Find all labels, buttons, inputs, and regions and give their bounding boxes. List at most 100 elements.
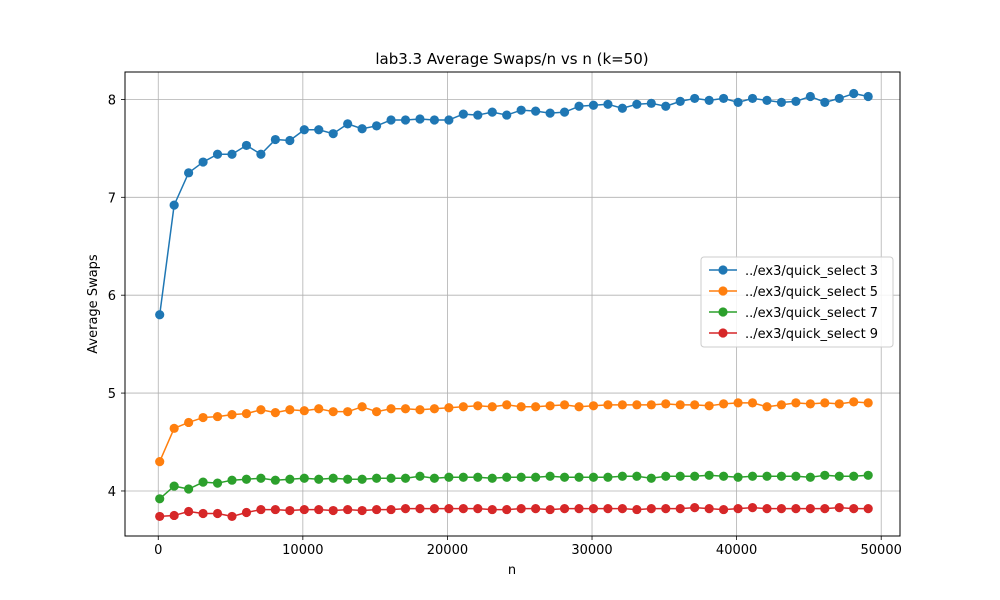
data-point [791, 96, 801, 106]
data-point [849, 397, 859, 407]
data-point [343, 504, 353, 515]
data-point [762, 402, 772, 412]
data-point [444, 403, 454, 413]
data-point [661, 399, 671, 409]
data-point [169, 510, 179, 521]
legend-item: ../ex3/quick_select 9 [709, 327, 878, 342]
data-point [328, 473, 338, 483]
data-point [415, 503, 425, 514]
data-point [227, 410, 237, 420]
data-point [531, 106, 541, 116]
data-point [747, 398, 758, 408]
data-point [270, 475, 280, 485]
data-point [733, 472, 743, 482]
data-point [516, 503, 526, 514]
data-point [270, 408, 280, 418]
data-point [762, 95, 772, 105]
data-point [791, 471, 801, 481]
data-point [487, 402, 497, 412]
data-point [343, 407, 353, 417]
data-point [559, 400, 570, 410]
data-point [198, 508, 208, 519]
x-tick-label: 40000 [716, 543, 757, 558]
data-point [256, 504, 266, 515]
data-point [473, 472, 483, 482]
data-point [444, 472, 454, 482]
data-point [328, 407, 338, 417]
data-point [473, 503, 483, 514]
data-point [212, 478, 223, 488]
data-point [227, 511, 237, 522]
data-point [646, 98, 656, 108]
y-tick-label: 5 [108, 387, 116, 402]
data-point [661, 503, 671, 514]
y-tick-label: 4 [108, 485, 116, 500]
data-point [690, 503, 700, 513]
legend-item: ../ex3/quick_select 3 [709, 264, 878, 279]
data-point [820, 503, 830, 514]
data-point [603, 472, 613, 482]
data-point [747, 503, 758, 513]
legend-marker [718, 286, 728, 296]
data-point [155, 457, 165, 467]
data-point [603, 503, 613, 514]
data-point [588, 472, 599, 482]
data-point [719, 504, 729, 515]
data-point [704, 470, 714, 480]
data-point [285, 474, 295, 484]
data-point [690, 400, 700, 410]
data-point [314, 404, 324, 414]
data-point [661, 471, 671, 481]
data-point [212, 508, 223, 519]
data-point [415, 471, 425, 481]
data-point [762, 503, 772, 514]
data-point [834, 503, 844, 513]
data-point [184, 417, 194, 428]
data-point [386, 504, 396, 515]
data-point [357, 474, 367, 484]
data-point [776, 471, 787, 481]
data-point [502, 504, 512, 515]
y-tick-label: 6 [108, 289, 116, 304]
data-point [386, 404, 396, 414]
data-point [863, 398, 873, 408]
plot-frame [124, 71, 901, 537]
data-point [675, 96, 685, 106]
data-point [574, 503, 584, 514]
data-point [603, 99, 613, 109]
data-point [588, 100, 599, 110]
data-point [155, 494, 165, 504]
chart-title: lab3.3 Average Swaps/n vs n (k=50) [375, 50, 648, 68]
data-point [502, 110, 512, 120]
data-point [545, 401, 555, 411]
data-point [487, 107, 497, 117]
data-point [747, 471, 758, 481]
data-point [357, 402, 367, 412]
data-point [285, 505, 295, 516]
data-point [849, 471, 859, 481]
data-point [704, 95, 714, 105]
data-point [473, 401, 483, 411]
data-point [343, 119, 353, 129]
data-point [473, 110, 483, 120]
data-point [169, 423, 179, 433]
data-point [733, 503, 743, 514]
data-point [285, 405, 295, 415]
data-point [805, 503, 815, 514]
data-point [704, 401, 714, 411]
tick-layer: 0 10000 20000 30000 40000 50000 4 5 6 7 8 [108, 93, 902, 558]
data-point [646, 503, 656, 514]
data-point [415, 405, 425, 415]
data-point [357, 505, 367, 516]
data-point [285, 135, 295, 146]
data-point [719, 93, 729, 104]
x-tick-label: 10000 [282, 543, 323, 558]
data-point [632, 504, 642, 515]
data-point [299, 504, 309, 515]
data-point [704, 503, 714, 514]
data-point [458, 402, 468, 412]
data-point [241, 507, 252, 518]
series-4 [155, 503, 873, 522]
data-point [805, 399, 815, 409]
data-point [849, 503, 859, 514]
